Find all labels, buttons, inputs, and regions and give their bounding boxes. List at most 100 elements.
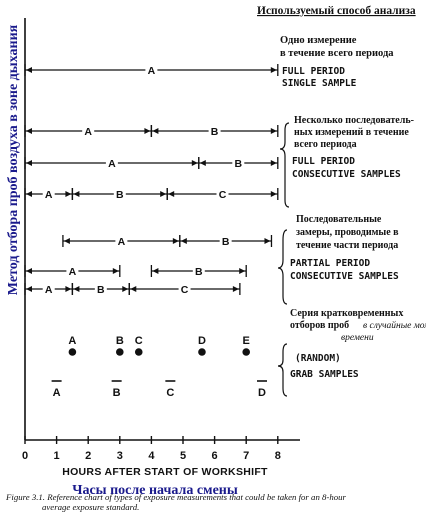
arrowhead (26, 128, 32, 134)
interval-segment-b: B (150, 265, 247, 278)
arrowhead (264, 238, 271, 244)
segment-label: A (148, 65, 156, 77)
interval-segment-a: A (24, 265, 121, 278)
figure-caption-line2: average exposure standard. (42, 502, 139, 512)
arrowhead (232, 286, 239, 292)
segment-label: B (235, 158, 243, 170)
arrowhead (270, 128, 277, 134)
grab-point-label: D (198, 335, 206, 347)
arrowhead (26, 268, 32, 274)
interval-segment-a: A (62, 235, 181, 248)
group2-ru-line1: Несколько последователь- (294, 115, 414, 126)
segment-label: A (45, 284, 53, 296)
interval-segment-a: A (24, 188, 74, 201)
group-full-period-single: Одно измерение в течение всего периода F… (280, 35, 394, 89)
arrowhead (26, 191, 32, 197)
interval-segment-b: B (150, 125, 279, 138)
tick-label: 3 (117, 450, 123, 462)
segment-label: A (118, 236, 126, 248)
arrowhead (199, 160, 206, 166)
grab-bar-label: D (258, 387, 266, 399)
grab-point-label: E (243, 335, 250, 347)
interval-segment-a: A (24, 283, 74, 296)
tick-label: 6 (212, 450, 218, 462)
interval-bars: AA BA BA B CA BA BA B C (24, 64, 279, 296)
group3-ru-line3: течение части периода (296, 240, 398, 251)
arrowhead (270, 67, 277, 73)
group2-en-line2: CONSECUTIVE SAMPLES (292, 169, 401, 180)
arrowhead (152, 268, 159, 274)
tick-label: 8 (275, 450, 281, 462)
arrowhead (73, 191, 80, 197)
arrowhead (26, 286, 32, 292)
group-full-period-consecutive: Несколько последователь- ных измерений в… (292, 115, 414, 180)
arrowhead (152, 128, 159, 134)
group3-ru-line1: Последовательные (296, 214, 382, 225)
arrowhead (26, 160, 32, 166)
arrowhead (168, 191, 175, 197)
arrowhead (180, 238, 187, 244)
arrowhead (122, 286, 129, 292)
tick-label: 2 (85, 450, 91, 462)
grab-point-dot (198, 348, 206, 356)
tick-label: 4 (148, 450, 155, 462)
group3-en-line1: PARTIAL PERIOD (290, 258, 370, 269)
brace-group3 (277, 229, 288, 305)
group1-en-line1: FULL PERIOD (282, 66, 345, 77)
segment-label: A (108, 158, 116, 170)
tick-label: 1 (54, 450, 60, 462)
group1-ru-line2: в течение всего периода (280, 48, 394, 59)
segment-label: B (97, 284, 105, 296)
arrowhead (160, 191, 167, 197)
arrowhead (65, 286, 72, 292)
grab-samples: A B C D EA B C D (51, 335, 267, 399)
interval-segment-b: B (179, 235, 273, 248)
interval-segment-b: B (71, 188, 168, 201)
group2-ru-line3: всего периода (294, 139, 357, 150)
x-axis-ticks: 0 1 2 3 4 5 6 7 8 (22, 436, 281, 462)
group4-en-line1: (RANDOM) (295, 353, 341, 364)
arrowhead (73, 286, 80, 292)
interval-segment-a: A (24, 64, 279, 77)
grab-bar-label: B (113, 387, 121, 399)
segment-label: B (116, 189, 124, 201)
segment-label: C (181, 284, 189, 296)
grab-point-dot (68, 348, 77, 356)
group-partial-period-consecutive: Последовательные замеры, проводимые в те… (290, 214, 399, 282)
segment-label: A (84, 126, 92, 138)
arrowhead (63, 238, 70, 244)
tick-label: 7 (243, 450, 249, 462)
tick-label: 5 (180, 450, 186, 462)
arrowhead (270, 191, 277, 197)
group1-en-line2: SINGLE SAMPLE (282, 78, 357, 89)
arrowhead (65, 191, 72, 197)
arrowhead (26, 67, 32, 73)
group4-ru-line2: отборов проб (290, 320, 349, 331)
segment-label: B (211, 126, 219, 138)
arrowhead (270, 160, 277, 166)
group2-ru-line2: ных измерений в течение (294, 127, 409, 138)
grab-point-label: C (135, 335, 143, 347)
segment-label: A (45, 189, 53, 201)
arrowhead (239, 268, 246, 274)
segment-label: A (69, 266, 77, 278)
tick-label: 0 (22, 450, 28, 462)
grab-bar-label: A (53, 387, 61, 399)
brace-group4 (277, 343, 288, 397)
grab-bar-label: C (166, 387, 174, 399)
arrowhead (191, 160, 198, 166)
arrowhead (172, 238, 179, 244)
y-axis-label: Метод отбора проб воздуха в зоне дыхания (6, 24, 21, 295)
interval-segment-a: A (24, 125, 153, 138)
group3-en-line2: CONSECUTIVE SAMPLES (290, 271, 399, 282)
grab-point-dot (134, 348, 143, 356)
group4-ru-line4: времени (341, 333, 374, 343)
group4-ru-line3: в случайные моменты (363, 320, 426, 331)
interval-segment-c: C (166, 188, 279, 201)
group-random-grab: Серия кратковременных отборов проб в слу… (290, 308, 426, 380)
figure-caption-line1: Figure 3.1. Reference chart of types of … (5, 492, 347, 502)
group4-en-line2: GRAB SAMPLES (290, 369, 359, 380)
interval-segment-b: B (198, 157, 279, 170)
arrowhead (144, 128, 151, 134)
